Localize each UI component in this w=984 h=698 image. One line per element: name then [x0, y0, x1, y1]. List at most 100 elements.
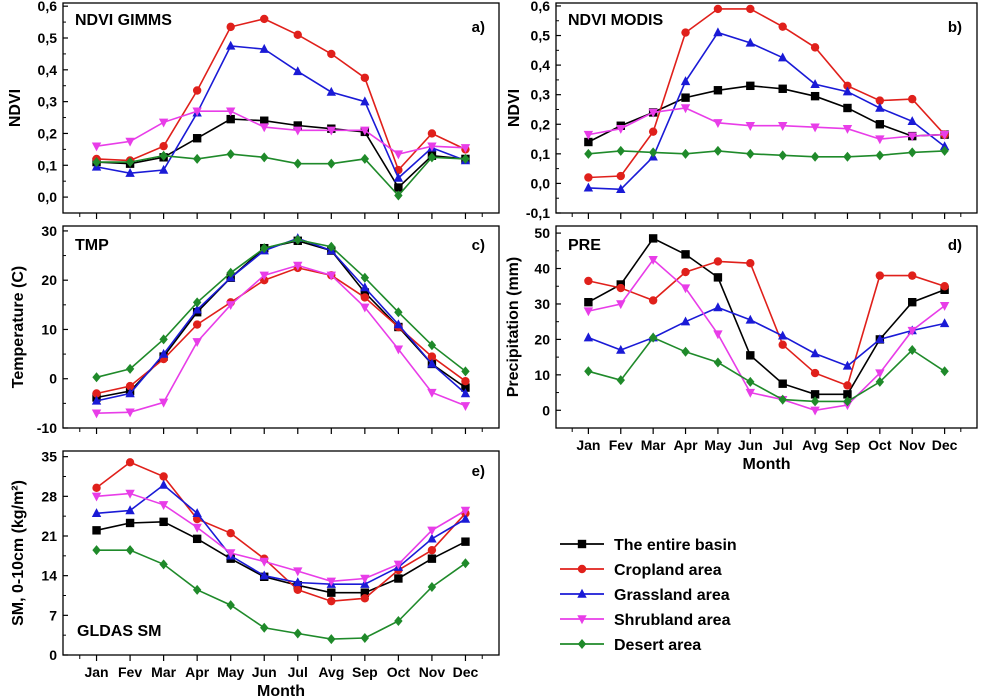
- data-point: [427, 129, 437, 138]
- data-point: [584, 276, 593, 286]
- legend-label: Grassland area: [614, 587, 730, 604]
- series-grassland: [91, 479, 471, 588]
- data-point: [875, 334, 885, 344]
- y-tick-label: 20: [41, 272, 57, 288]
- data-point: [746, 376, 755, 387]
- x-tick-label: Avg: [318, 664, 344, 680]
- data-point: [192, 153, 202, 164]
- data-point: [460, 144, 471, 153]
- panel-letter: c): [472, 237, 485, 254]
- data-point: [327, 596, 336, 606]
- data-point: [680, 316, 691, 326]
- data-point: [778, 379, 787, 388]
- data-point: [393, 319, 404, 329]
- data-point: [192, 86, 202, 95]
- y-tick-label: 35: [41, 449, 57, 465]
- data-point: [584, 148, 593, 159]
- data-point: [460, 513, 471, 523]
- data-point: [810, 368, 820, 378]
- data-point: [746, 4, 755, 14]
- data-point: [908, 147, 917, 158]
- data-point: [360, 73, 370, 82]
- panel-letter: a): [472, 19, 485, 36]
- data-point: [842, 86, 853, 96]
- data-point: [427, 358, 437, 368]
- panel-d: 0 10 20 30 40 50 Jan Fev Mar Apr May Jun Jul Avg Sep Oc…: [505, 225, 978, 473]
- y-tick-label: 0,5: [38, 30, 58, 46]
- data-point: [326, 271, 337, 281]
- data-point: [226, 22, 235, 32]
- data-point: [293, 121, 302, 130]
- x-tick-label: Dec: [453, 664, 479, 680]
- data-point: [125, 168, 135, 177]
- data-point: [713, 257, 723, 266]
- series-cropland: [92, 458, 470, 606]
- x-tick-label: Sep: [835, 437, 861, 453]
- data-point: [293, 126, 303, 136]
- y-tick-label: 0: [542, 402, 550, 418]
- data-point: [293, 66, 303, 76]
- legend-item-cropland: Cropland area: [560, 562, 722, 579]
- y-tick-label: 10: [41, 321, 57, 337]
- data-point: [680, 104, 691, 114]
- data-point: [427, 545, 437, 555]
- series-line: [96, 461, 467, 603]
- data-point: [394, 190, 403, 201]
- y-tick-label: 0,5: [531, 28, 551, 44]
- data-point: [360, 574, 370, 584]
- panel-title: PRE: [568, 237, 601, 254]
- x-tick-label: May: [704, 437, 731, 453]
- data-point: [393, 172, 404, 182]
- data-point: [327, 241, 336, 252]
- data-point: [260, 243, 269, 254]
- legend-label: Cropland area: [614, 562, 722, 579]
- data-point: [713, 330, 723, 340]
- series-desert: [584, 332, 949, 407]
- series-entire_basin: [92, 236, 470, 402]
- data-point: [616, 171, 625, 181]
- y-tick-label: 20: [534, 331, 550, 347]
- data-point: [745, 314, 756, 324]
- data-point: [327, 49, 336, 59]
- panel-title: NDVI MODIS: [568, 12, 663, 29]
- data-point: [810, 396, 820, 407]
- x-tick-label: Jan: [576, 437, 600, 453]
- x-tick-label: Fev: [118, 664, 142, 680]
- panel-letter: b): [948, 19, 962, 36]
- data-point: [360, 153, 370, 164]
- data-point: [192, 338, 202, 347]
- data-point: [259, 271, 269, 281]
- data-point: [875, 150, 885, 161]
- data-point: [777, 330, 788, 340]
- data-point: [91, 142, 102, 152]
- data-point: [259, 557, 269, 567]
- series-line: [96, 237, 467, 402]
- data-point: [810, 79, 820, 89]
- data-point: [778, 22, 787, 31]
- y-tick-label: 40: [534, 261, 550, 277]
- data-point: [293, 567, 303, 577]
- data-point: [746, 81, 755, 91]
- data-point: [681, 267, 690, 277]
- series-line: [588, 8, 946, 179]
- y-tick-label: 0,1: [38, 157, 58, 173]
- data-point: [394, 616, 403, 626]
- x-tick-label: Apr: [673, 437, 698, 453]
- data-point: [745, 37, 756, 47]
- series-shrubland: [91, 489, 471, 587]
- data-point: [907, 132, 917, 142]
- data-point: [713, 119, 723, 128]
- data-point: [159, 334, 168, 345]
- data-point: [908, 345, 917, 356]
- data-point: [427, 388, 437, 398]
- series-cropland: [584, 4, 949, 182]
- legend-marker: [577, 588, 587, 598]
- series-line: [588, 258, 946, 412]
- data-point: [648, 255, 658, 265]
- data-point: [777, 52, 788, 62]
- x-tick-label: Apr: [185, 664, 210, 680]
- data-point: [939, 130, 950, 140]
- series-cropland: [584, 257, 949, 390]
- plot-frame: [555, 225, 978, 429]
- data-point: [843, 151, 852, 162]
